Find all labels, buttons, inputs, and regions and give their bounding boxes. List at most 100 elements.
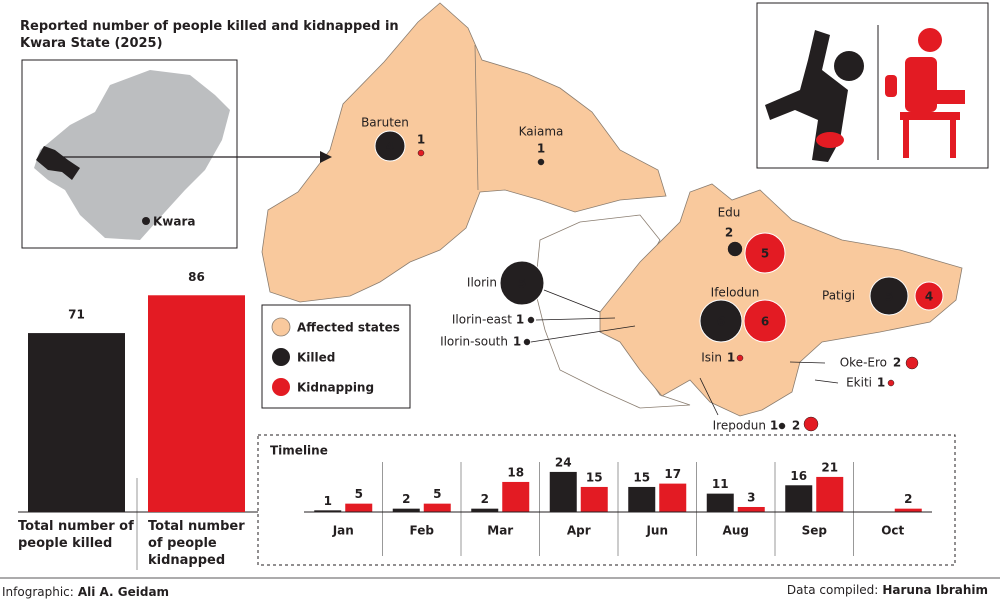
category-label: Total number of people killed: [18, 519, 134, 551]
value-label: 17: [664, 467, 681, 481]
bubble-label: 1: [537, 142, 545, 156]
bar: [471, 508, 499, 512]
bubble-label: 1: [727, 351, 735, 365]
credit: Data compiled: Haruna Ibrahim: [787, 583, 988, 597]
region-name: Isin: [701, 351, 722, 365]
inset-country: [34, 70, 230, 240]
value-label: 16: [790, 469, 807, 483]
bar: [785, 485, 813, 512]
bubble: [905, 356, 919, 370]
bubble-label: 1: [516, 313, 524, 327]
region-name: Patigi: [822, 289, 855, 303]
bubble: [869, 276, 909, 316]
bar: [706, 493, 734, 512]
bubble-label: 2: [725, 226, 733, 240]
bar: [345, 503, 373, 512]
x-tick-label: Jun: [645, 524, 668, 538]
bubble-label: 5: [518, 277, 526, 291]
value-label: 11: [712, 477, 729, 491]
value-label: 5: [433, 487, 441, 501]
value-label: 2: [481, 492, 489, 506]
bubble: [736, 354, 744, 362]
bubble: [744, 232, 786, 274]
x-tick-label: Sep: [802, 524, 828, 538]
bar: [659, 483, 687, 512]
x-tick-label: Apr: [567, 524, 591, 538]
title: Reported number of people killed and kid…: [20, 19, 399, 51]
x-tick-label: Mar: [487, 524, 513, 538]
bubble: [778, 422, 786, 430]
credit-name: Ali A. Geidam: [78, 585, 169, 599]
x-tick-label: Aug: [723, 524, 749, 538]
credit-name: Haruna Ibrahim: [882, 583, 988, 597]
boundary: [474, 44, 479, 191]
region-name: Oke-Ero: [840, 356, 887, 370]
region-name: Ifelodun: [711, 286, 760, 300]
region-name: Ilorin: [467, 276, 497, 290]
region-name: Ilorin-south: [440, 335, 508, 349]
bubble: [914, 281, 944, 311]
bar: [549, 471, 577, 512]
value-label: 15: [633, 470, 650, 484]
value-label: 86: [188, 270, 205, 284]
kidnapped-icon: [885, 28, 965, 158]
killed-icon: [765, 30, 864, 162]
legend-swatch: [271, 317, 291, 337]
timeline-frame: [257, 434, 956, 566]
bubble: [523, 338, 531, 346]
bubble-label: 5: [761, 247, 769, 261]
legend-swatch: [272, 378, 290, 396]
bubble: [699, 299, 743, 343]
x-tick-label: Feb: [410, 524, 435, 538]
x-tick-label: Jan: [332, 524, 354, 538]
map-area: [599, 183, 963, 417]
value-label: 1: [324, 494, 332, 508]
bar: [816, 476, 844, 512]
value-label: 24: [555, 455, 572, 469]
bubble: [417, 149, 425, 157]
bar: [314, 510, 342, 512]
credit-label: Infographic:: [2, 585, 74, 599]
title-box: Reported number of people killed and kid…: [20, 19, 399, 51]
map-area: [261, 2, 667, 303]
category-box: Total number of people killed: [18, 519, 134, 551]
value-label: 5: [355, 487, 363, 501]
region-name: Ilorin-east: [452, 313, 512, 327]
bubble: [537, 158, 545, 166]
credit-label: Data compiled:: [787, 583, 878, 597]
bubble-label: 2: [893, 356, 901, 370]
region-name: Baruten: [361, 116, 409, 130]
legend-label: Kidnapping: [297, 381, 374, 395]
bubble-label: 6: [761, 315, 769, 329]
bubble: [374, 130, 406, 162]
value-label: 15: [586, 470, 603, 484]
bubble-label: 4: [386, 140, 394, 154]
bar: [580, 486, 608, 512]
value-label: 2: [402, 492, 410, 506]
bar: [628, 486, 656, 512]
category-label: Total number of people kidnapped: [148, 519, 245, 568]
bar: [423, 503, 451, 512]
bubble: [527, 316, 535, 324]
x-tick-label: Oct: [881, 524, 904, 538]
credit: Infographic: Ali A. Geidam: [2, 585, 169, 599]
value-label: 2: [904, 492, 912, 506]
region-name: Ekiti: [846, 376, 872, 390]
bar: [894, 508, 922, 512]
value-label: 21: [821, 460, 838, 474]
bubble: [887, 379, 895, 387]
connectors: [530, 289, 839, 416]
bar: [737, 506, 765, 512]
bubble-label: 4: [925, 290, 933, 304]
bubble: [803, 416, 819, 432]
legend-label: Affected states: [297, 321, 400, 335]
inset-state: [36, 146, 80, 180]
arrow-head: [320, 151, 332, 163]
value-label: 3: [747, 490, 755, 504]
bar: [392, 508, 420, 512]
value-label: 71: [68, 308, 85, 322]
legend-label: Killed: [297, 351, 335, 365]
bar: [28, 333, 125, 512]
